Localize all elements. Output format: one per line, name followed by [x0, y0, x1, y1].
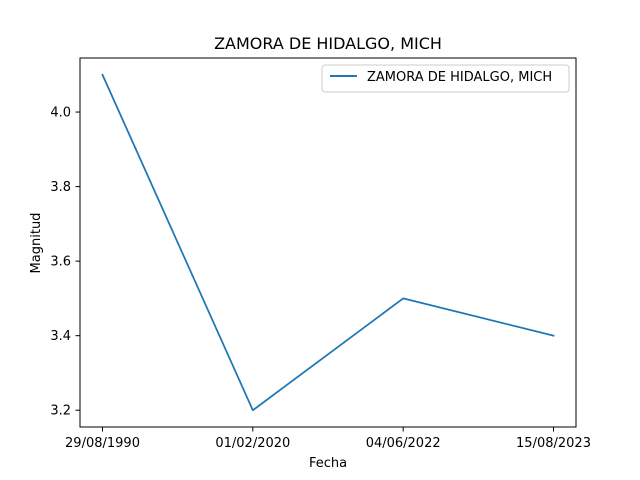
series-layer: [101, 73, 555, 412]
plot-frame: [79, 57, 577, 428]
x-tick-label: 04/06/2022: [366, 436, 441, 451]
x-tick-label: 29/08/1990: [65, 436, 140, 451]
y-axis: 3.2 3.4 3.6 3.8 4.0: [50, 106, 80, 419]
plot-area: 29/08/1990 01/02/2020 04/06/2022 15/08/2023…: [50, 57, 591, 451]
y-tick-label: 4.0: [50, 106, 71, 121]
legend-box: [321, 64, 570, 93]
y-tick-label: 3.8: [50, 180, 71, 195]
plot-background: [80, 58, 576, 427]
x-axis: 29/08/1990 01/02/2020 04/06/2022 15/08/2023: [65, 427, 591, 451]
y-axis-label: Magnitud: [29, 213, 44, 274]
x-axis-label: Fecha: [309, 456, 347, 471]
y-tick-label: 3.2: [50, 404, 71, 419]
series-line: [101, 73, 555, 412]
y-tick-label: 3.4: [50, 329, 71, 344]
x-tick-label: 15/08/2023: [516, 436, 591, 451]
legend-label: ZAMORA DE HIDALGO, MICH: [367, 70, 552, 85]
y-tick-label: 3.6: [50, 255, 71, 270]
x-tick-label: 01/02/2020: [215, 436, 290, 451]
legend: ZAMORA DE HIDALGO, MICH: [321, 64, 570, 93]
chart-title: ZAMORA DE HIDALGO, MICH: [214, 34, 442, 53]
